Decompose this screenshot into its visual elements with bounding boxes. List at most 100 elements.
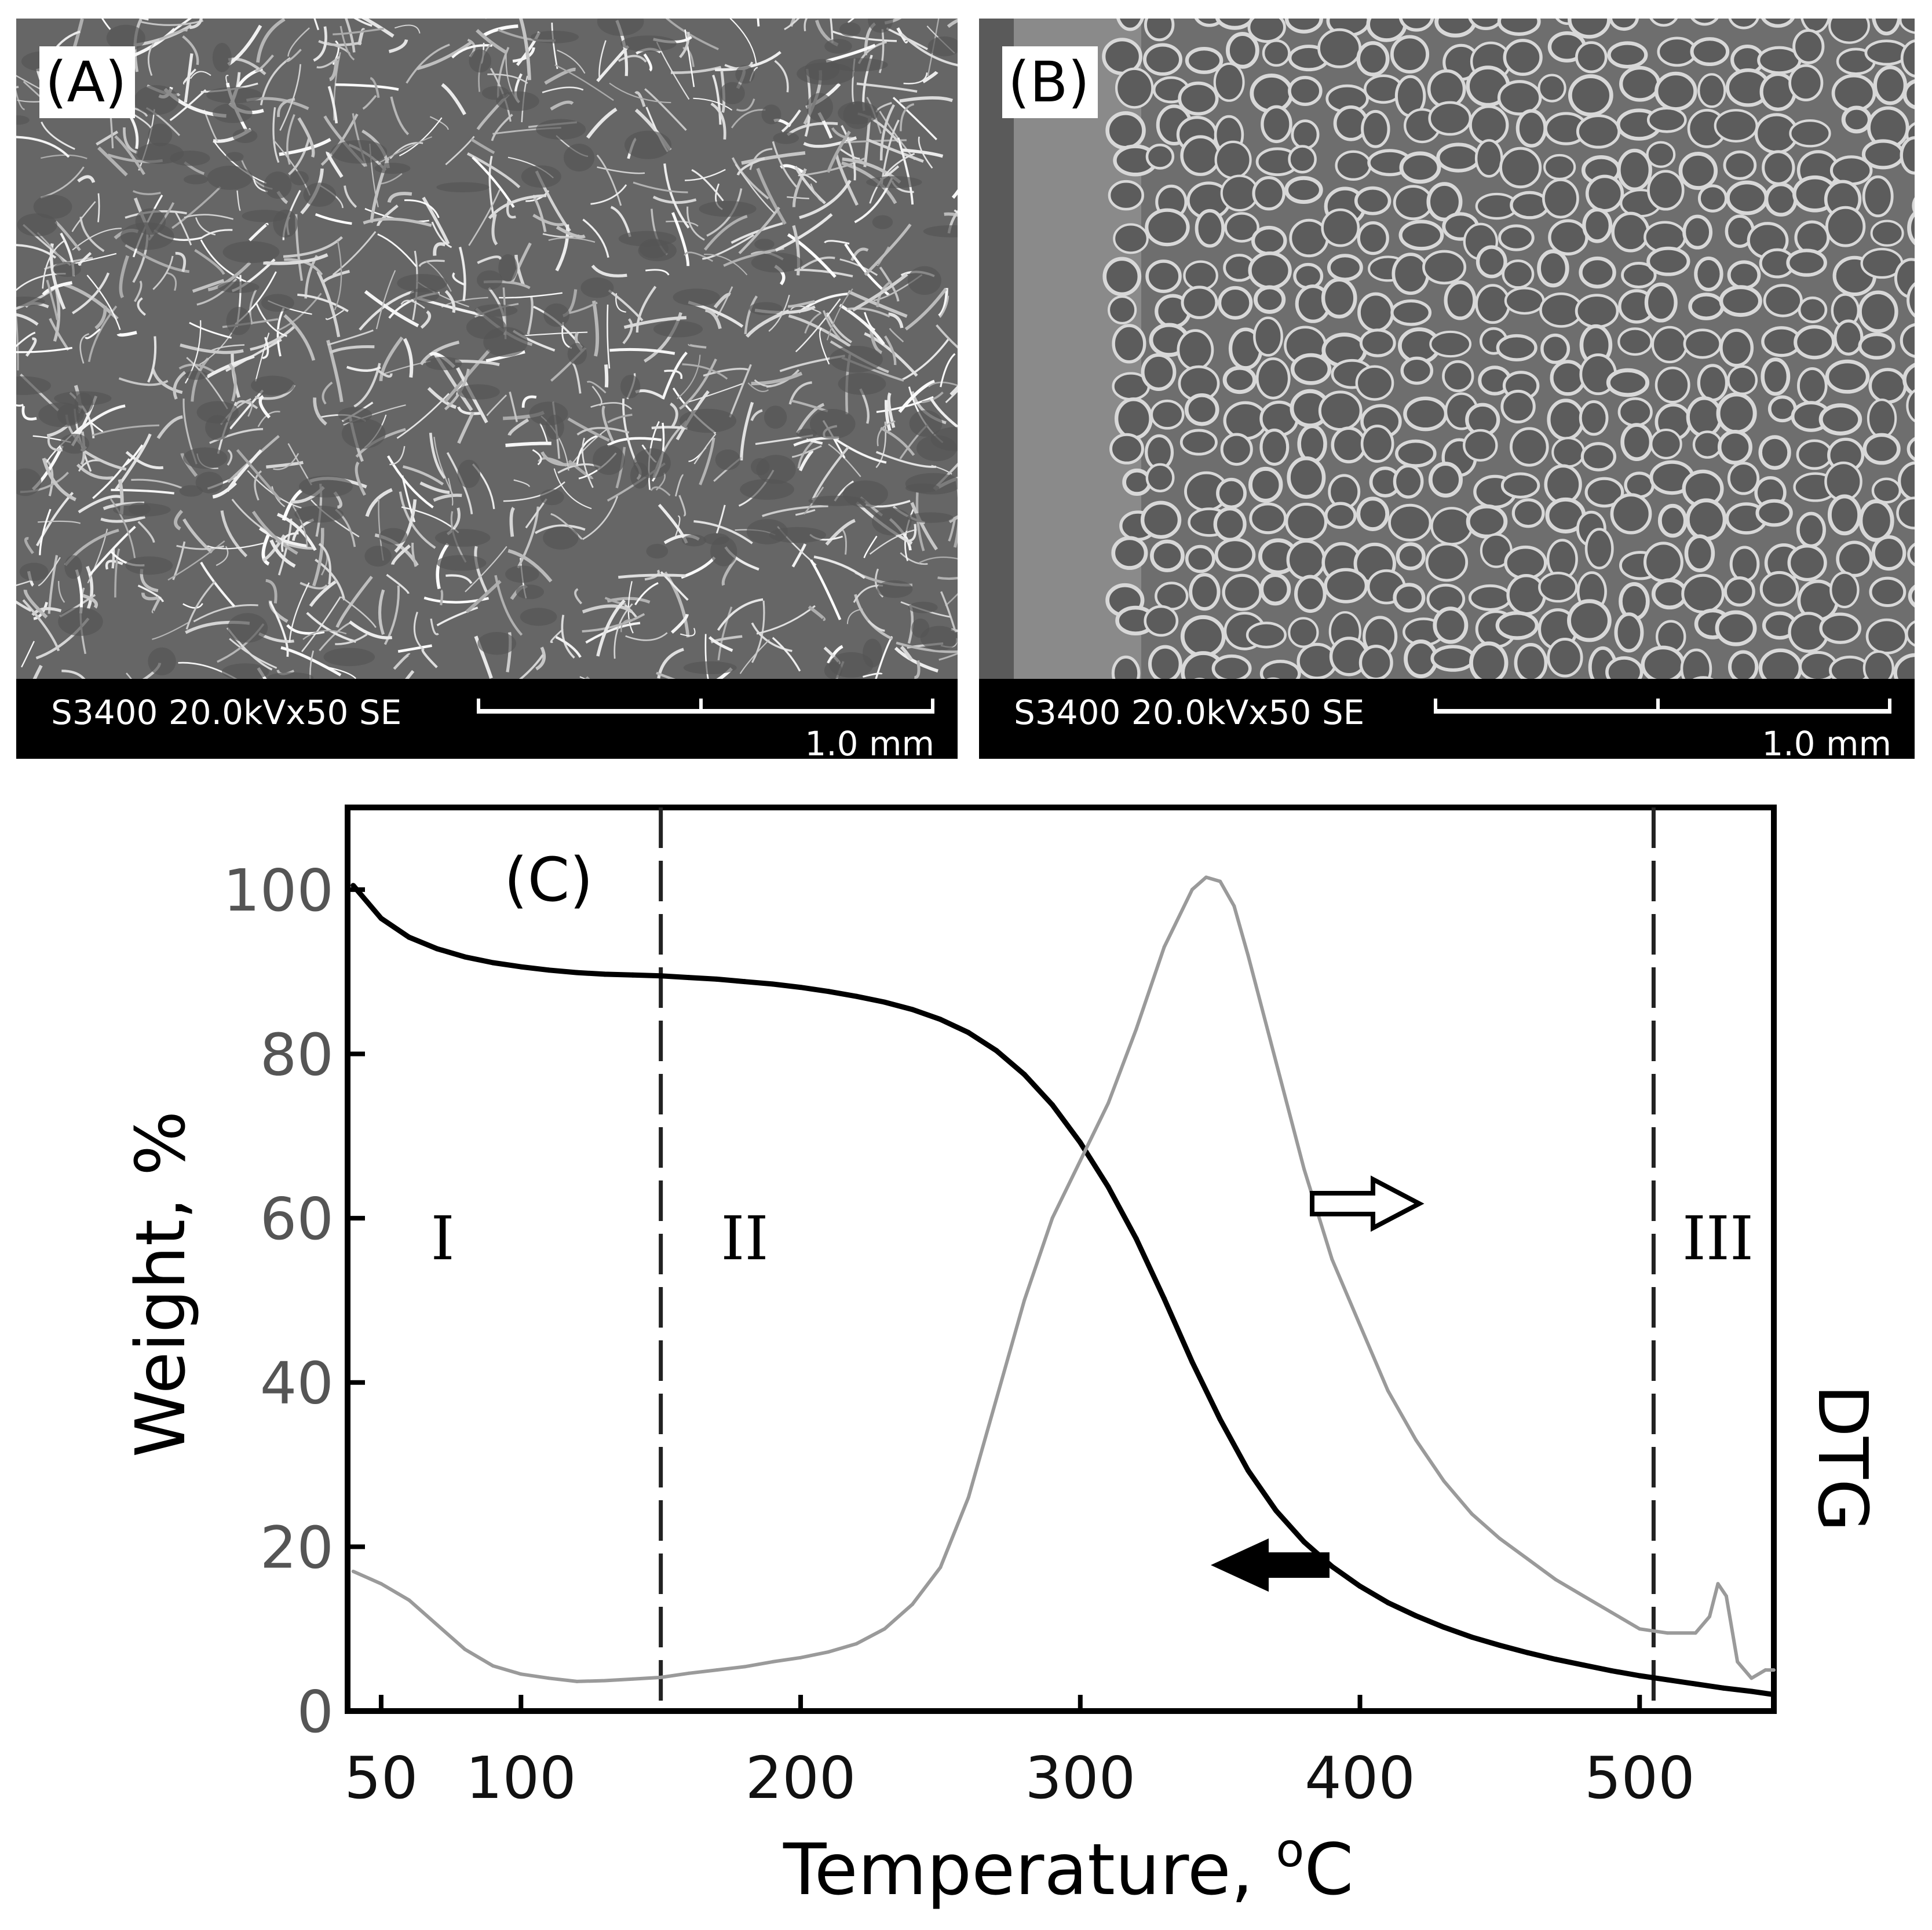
dtg-data-point — [491, 1664, 495, 1668]
weight-data-point — [1609, 1668, 1615, 1674]
dtg-data-point — [770, 1659, 775, 1664]
y-tick-label: 100 — [223, 857, 334, 924]
x-tick-label: 100 — [466, 1744, 576, 1812]
scale-label-b: 1.0 mm — [1762, 724, 1891, 759]
dtg-data-point — [1750, 1676, 1754, 1680]
dtg-data-point — [743, 1665, 747, 1669]
sem-image-a: (A) S3400 20.0kVx50 SE 1.0 mm — [16, 19, 958, 759]
dtg-data-point — [1772, 1668, 1776, 1672]
dtg-data-point — [1470, 1512, 1474, 1516]
dtg-data-point — [351, 1569, 355, 1573]
dtg-data-point — [379, 1582, 383, 1586]
x-tick-label: 200 — [746, 1744, 856, 1812]
dtg-data-point — [407, 1598, 411, 1602]
weight-data-point — [1050, 1102, 1056, 1107]
x-tick-label: 400 — [1305, 1744, 1415, 1812]
region-label: III — [1682, 1203, 1754, 1274]
dtg-data-point — [1498, 1537, 1502, 1541]
weight-data-point — [1637, 1673, 1642, 1679]
dtg-data-point — [1162, 945, 1166, 949]
sem-info-b: S3400 20.0kVx50 SE — [1014, 693, 1365, 732]
dtg-data-point — [1763, 1668, 1767, 1672]
dtg-data-point — [575, 1679, 579, 1683]
dtg-data-point — [435, 1623, 439, 1627]
dtg-data-point — [463, 1647, 467, 1651]
weight-data-point — [546, 967, 552, 973]
weight-data-point — [602, 971, 608, 977]
scale-bar-a — [477, 699, 934, 714]
dtg-data-point — [1190, 887, 1194, 891]
panel-label-a: (A) — [39, 46, 135, 118]
region-label: II — [721, 1203, 768, 1274]
dtg-data-point — [827, 1650, 831, 1654]
y-tick-label: 80 — [260, 1021, 334, 1088]
weight-data-point — [434, 946, 440, 952]
dtg-data-point — [1693, 1631, 1697, 1635]
dtg-data-point — [1716, 1582, 1720, 1586]
weight-data-point — [1385, 1600, 1391, 1606]
info-bar-b: S3400 20.0kVx50 SE 1.0 mm — [979, 679, 1915, 759]
dtg-data-point — [1232, 904, 1236, 908]
x-tick-label: 500 — [1584, 1744, 1695, 1812]
weight-data-point — [798, 985, 804, 990]
dtg-data-point — [911, 1602, 915, 1606]
y-tick-label: 0 — [297, 1678, 334, 1746]
y-axis-title: Weight, % — [120, 1111, 200, 1457]
x-tick-label: 50 — [344, 1744, 418, 1812]
weight-data-point — [1525, 1650, 1531, 1655]
weight-data-point — [1078, 1140, 1083, 1146]
dtg-data-point — [1386, 1388, 1390, 1392]
x-axis-title: Temperature, oC — [783, 1823, 1354, 1911]
dtg-data-point — [1050, 1216, 1054, 1220]
dtg-data-point — [1707, 1614, 1711, 1618]
weight-data-point — [1273, 1508, 1279, 1514]
weight-data-point — [1217, 1417, 1223, 1423]
weight-data-point — [854, 993, 860, 999]
weight-data-point — [770, 981, 776, 987]
weight-data-point — [462, 954, 468, 960]
dtg-data-point — [1414, 1438, 1418, 1442]
dtg-data-point — [938, 1565, 943, 1569]
weight-data-point — [1413, 1613, 1419, 1618]
dtg-data-point — [1274, 1060, 1278, 1064]
dtg-data-point — [659, 1675, 663, 1679]
dtg-data-point — [603, 1679, 607, 1683]
dtg-data-point — [715, 1668, 719, 1672]
dtg-data-point — [1078, 1158, 1082, 1163]
y-tick-label: 40 — [260, 1350, 334, 1417]
weight-data-point — [1581, 1662, 1587, 1668]
weight-data-point — [1301, 1539, 1307, 1545]
weight-data-point — [1329, 1563, 1335, 1569]
weight-data-point — [574, 970, 580, 975]
tga-chart: I II III 50 100 200 300 400 500 0 20 40 60 80 100 (C)… — [0, 770, 1932, 1930]
dtg-data-point — [547, 1676, 551, 1680]
weight-data-point — [994, 1048, 999, 1054]
weight-data-point — [966, 1030, 972, 1036]
weight-data-point — [1441, 1624, 1447, 1630]
dtg-data-point — [1638, 1627, 1642, 1631]
dtg-data-point — [1106, 1101, 1111, 1105]
weight-data-point — [686, 975, 692, 981]
weight-data-point — [490, 960, 496, 966]
weight-data-point — [910, 1007, 915, 1012]
weight-data-point — [1665, 1677, 1671, 1683]
weight-data-point — [1105, 1184, 1111, 1190]
dtg-arrow-icon — [1310, 1175, 1425, 1232]
weight-data-point — [1693, 1681, 1699, 1687]
y-tick-label: 20 — [260, 1514, 334, 1581]
weight-data-point — [1189, 1359, 1195, 1365]
weight-data-point — [630, 972, 636, 978]
weight-data-point — [1721, 1685, 1726, 1691]
dtg-data-point — [519, 1672, 523, 1676]
weight-data-point — [1021, 1072, 1027, 1077]
dtg-data-point — [1218, 879, 1222, 883]
weight-data-point — [714, 976, 720, 982]
dtg-data-point — [1134, 1027, 1138, 1031]
dtg-data-point — [1204, 875, 1208, 879]
dtg-data-point — [1724, 1594, 1728, 1598]
weight-data-point — [378, 915, 384, 921]
plot-frame — [345, 805, 1777, 1714]
weight-data-point — [1162, 1296, 1167, 1302]
dtg-data-point — [1330, 1258, 1334, 1261]
